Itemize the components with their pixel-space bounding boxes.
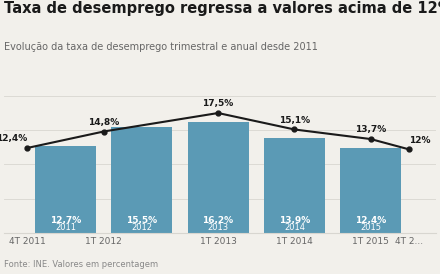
Text: Taxa de desemprego regressa a valores acima de 12%: Taxa de desemprego regressa a valores ac… <box>4 1 440 16</box>
Text: 12,4%: 12,4% <box>0 134 27 143</box>
Bar <box>111 127 172 233</box>
Text: 2011: 2011 <box>55 222 76 232</box>
Text: Evolução da taxa de desemprego trimestral e anual desde 2011: Evolução da taxa de desemprego trimestra… <box>4 42 318 52</box>
Text: 12%: 12% <box>409 136 430 145</box>
Text: 15,5%: 15,5% <box>126 216 158 225</box>
Bar <box>264 138 325 233</box>
Text: 13,9%: 13,9% <box>279 216 310 225</box>
Bar <box>35 146 96 233</box>
Text: 16,2%: 16,2% <box>202 216 234 225</box>
Text: 12,7%: 12,7% <box>50 216 81 225</box>
Bar <box>187 122 249 233</box>
Text: 14,8%: 14,8% <box>88 118 119 127</box>
Text: 2013: 2013 <box>208 222 229 232</box>
Text: 2014: 2014 <box>284 222 305 232</box>
Text: 15,1%: 15,1% <box>279 116 310 125</box>
Text: 12,4%: 12,4% <box>355 216 386 225</box>
Text: 13,7%: 13,7% <box>355 125 386 134</box>
Text: 17,5%: 17,5% <box>202 99 234 108</box>
Text: 2012: 2012 <box>131 222 152 232</box>
Text: Fonte: INE. Valores em percentagem: Fonte: INE. Valores em percentagem <box>4 259 158 269</box>
Text: 2015: 2015 <box>360 222 381 232</box>
Bar <box>340 148 401 233</box>
